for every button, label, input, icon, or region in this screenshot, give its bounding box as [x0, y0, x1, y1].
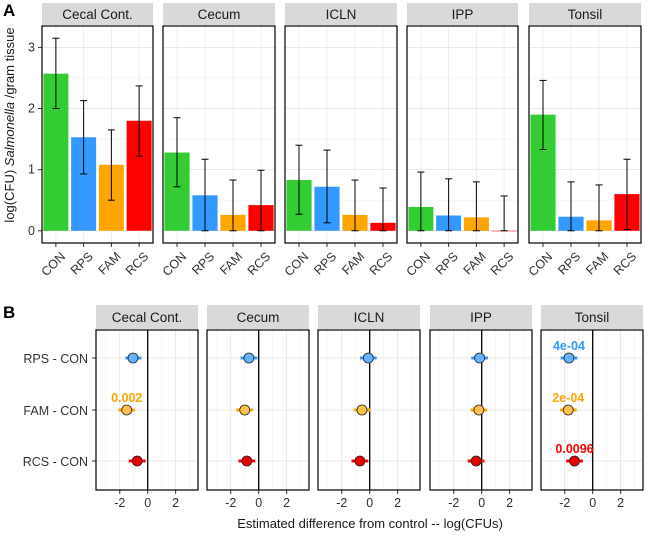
panel-a-x-tick-label: CON: [39, 249, 69, 279]
panel-a-border-cecum: [162, 25, 276, 244]
panel-b-strip-label-cecal-cont: Cecal Cont.: [112, 310, 183, 325]
panel-b-strip-tonsil: [541, 305, 643, 329]
panel-b-point-icln-rps-con: [362, 352, 374, 364]
panel-b-border-ipp: [429, 329, 533, 491]
panel-a-x-tick-label: RCS: [367, 249, 396, 278]
panel-b-x-tick-label: 0: [366, 496, 373, 510]
panel-b-pvalue-tonsil-fam-con: 2e-04: [552, 391, 584, 405]
panel-a-y-tick-label: 3: [28, 40, 35, 54]
panel-a-x-tick-label: FAM: [461, 249, 489, 277]
panel-a-x-tick-label: RPS: [433, 249, 461, 277]
panel-b-point-cecum-rcs-con: [241, 455, 253, 467]
panel-b-x-tick-label: 2: [394, 496, 401, 510]
panel-b-border-cecal-cont: [95, 329, 199, 491]
panel-a-x-tick-label: CON: [404, 249, 434, 279]
panel-b-x-tick-label: 2: [283, 496, 290, 510]
panel-a-x-tick-label: RCS: [245, 249, 274, 278]
panel-b-x-tick-label: -2: [448, 496, 459, 510]
panel-a-y-tick-label: 0: [28, 224, 35, 238]
panel-a-x-tick-label: FAM: [217, 249, 245, 277]
panel-a-strip-label-icln: ICLN: [326, 7, 357, 22]
panel-a-y-tick-label: 2: [28, 102, 35, 116]
panel-b-border-tonsil: [540, 329, 644, 491]
panel-a-x-tick-label: RPS: [311, 249, 339, 277]
panel-a-x-tick-label: FAM: [583, 249, 611, 277]
panel-a-x-tick-label: FAM: [96, 249, 124, 277]
panel-a-x-tick-label: RCS: [123, 249, 152, 278]
panel-a-strip-tonsil: [529, 3, 641, 25]
panel-b-x-tick-label: 2: [506, 496, 513, 510]
panel-b-point-ipp-rps-con: [474, 352, 486, 364]
panel-b-strip-cecum: [207, 305, 309, 329]
panel-a-x-tick-label: CON: [282, 249, 312, 279]
panel-a-strip-label-ipp: IPP: [452, 7, 474, 22]
panel-a-x-tick-label: RCS: [611, 249, 640, 278]
panel-b-x-tick-label: 0: [478, 496, 485, 510]
panel-b-x-tick-label: -2: [559, 496, 570, 510]
panel-b-strip-label-icln: ICLN: [354, 310, 385, 325]
panel-b-dot-plot: RPS - CON FAM - CON RCS - CON Cecal Cont. 0.…: [23, 305, 644, 510]
panel-a-y-tick-label: 1: [28, 163, 35, 177]
panel-b-x-tick-label: 2: [617, 496, 624, 510]
panel-a-border-tonsil: [528, 25, 642, 244]
panel-a-border-cecal-cont: [41, 25, 154, 244]
panel-b-x-tick-label: 0: [589, 496, 596, 510]
panel-b-row-label-fam-con: FAM - CON: [23, 404, 88, 418]
panel-b-border-icln: [317, 329, 421, 491]
panel-a-strip-label-cecum: Cecum: [198, 7, 241, 22]
panel-b-point-tonsil-fam-con: [562, 404, 574, 416]
panel-b-x-axis-title: Estimated difference from control -- log…: [237, 516, 503, 531]
panel-a-x-tick-label: FAM: [339, 249, 367, 277]
panel-b-x-tick-label: 2: [172, 496, 179, 510]
panel-letter-b: B: [3, 303, 15, 322]
panel-a-strip-icln: [285, 3, 397, 25]
panel-b-pvalue-cecal-cont-fam-con: 0.002: [111, 391, 142, 405]
panel-b-point-cecal-cont-rcs-con: [131, 455, 143, 467]
panel-b-strip-label-ipp: IPP: [470, 310, 492, 325]
panel-b-pvalue-tonsil-rps-con: 4e-04: [553, 339, 585, 353]
panel-b-x-tick-label: -2: [225, 496, 236, 510]
panel-b-row-label-rcs-con: RCS - CON: [23, 455, 88, 469]
panel-b-point-icln-fam-con: [356, 404, 368, 416]
panel-b-x-tick-label: -2: [114, 496, 125, 510]
panel-b-point-icln-rcs-con: [354, 455, 366, 467]
panel-b-strip-label-cecum: Cecum: [237, 310, 280, 325]
panel-b-x-tick-label: 0: [144, 496, 151, 510]
panel-a-strip-ipp: [407, 3, 518, 25]
panel-b-point-cecum-rps-con: [243, 352, 255, 364]
panel-a-x-tick-label: RPS: [68, 249, 96, 277]
panel-a-y-axis-title: log(CFU) Salmonella /gram tissue: [2, 27, 17, 222]
panel-b-x-tick-label: -2: [336, 496, 347, 510]
panel-b-x-tick-label: 0: [255, 496, 262, 510]
panel-a-x-tick-label: RCS: [488, 249, 517, 278]
panel-a-border-icln: [284, 25, 398, 244]
panel-b-point-cecal-cont-fam-con: [121, 404, 133, 416]
panel-a-x-tick-label: CON: [160, 249, 190, 279]
panel-a-strip-label-cecal-cont: Cecal Cont.: [62, 7, 133, 22]
panel-b-row-label-rps-con: RPS - CON: [23, 352, 88, 366]
panel-a-strip-label-tonsil: Tonsil: [568, 7, 603, 22]
panel-b-border-cecum: [206, 329, 310, 491]
panel-a-strip-cecum: [163, 3, 275, 25]
panel-b-pvalue-tonsil-rcs-con: 0.0096: [555, 442, 593, 456]
panel-a-strip-cecal-cont: [42, 3, 153, 25]
panel-b-strip-icln: [318, 305, 420, 329]
panel-b-strip-ipp: [430, 305, 532, 329]
panel-b-strip-label-tonsil: Tonsil: [575, 310, 610, 325]
panel-b-point-ipp-fam-con: [473, 404, 485, 416]
panel-b-strip-cecal-cont: [96, 305, 198, 329]
panel-letter-a: A: [3, 1, 15, 20]
panel-a-x-tick-label: RPS: [555, 249, 583, 277]
panel-a-border-ipp: [406, 25, 519, 244]
panel-b-point-tonsil-rps-con: [563, 352, 575, 364]
panel-b-point-tonsil-rcs-con: [569, 455, 580, 467]
panel-b-point-cecum-fam-con: [239, 404, 251, 416]
panel-b-point-cecal-cont-rps-con: [127, 352, 139, 364]
panel-a-x-tick-label: RPS: [189, 249, 217, 277]
panel-b-point-ipp-rcs-con: [470, 455, 482, 467]
panel-a-x-tick-label: CON: [526, 249, 556, 279]
